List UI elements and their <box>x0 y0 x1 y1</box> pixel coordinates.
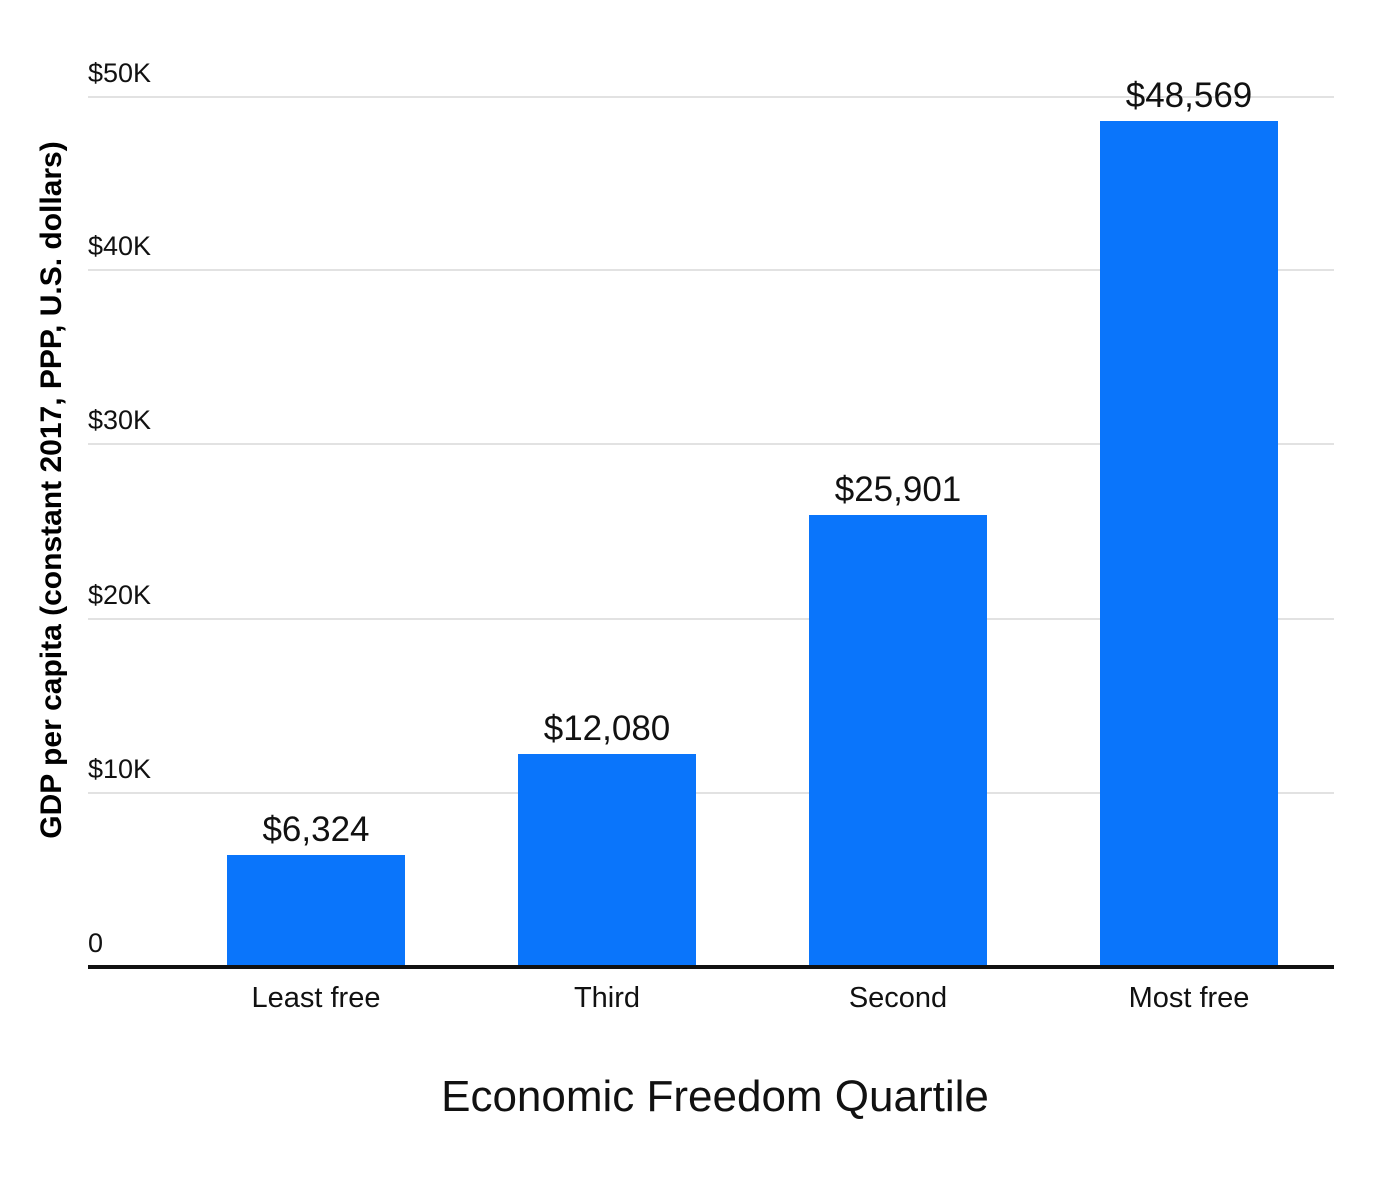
x-tick-second: Second <box>848 982 948 1014</box>
y-axis-title: GDP per capita (constant 2017, PPP, U.S.… <box>35 141 68 839</box>
gridline-50k <box>88 96 1334 98</box>
bar-third <box>518 754 696 965</box>
bar-least-free <box>227 855 405 965</box>
gridline-10k <box>88 792 1334 794</box>
gridline-40k <box>88 269 1334 271</box>
value-label-third: $12,080 <box>543 709 671 748</box>
y-tick-40k: $40K <box>88 231 152 261</box>
x-tick-most-free: Most free <box>1128 982 1250 1014</box>
value-label-second: $25,901 <box>834 470 962 509</box>
x-tick-third: Third <box>573 982 641 1014</box>
x-axis-title: Economic Freedom Quartile <box>441 1072 989 1121</box>
gridline-30k <box>88 443 1334 445</box>
y-tick-30k: $30K <box>88 405 152 435</box>
gridline-20k <box>88 618 1334 620</box>
y-tick-0: 0 <box>88 928 104 958</box>
y-tick-10k: $10K <box>88 754 152 784</box>
bar-second <box>809 515 987 965</box>
value-label-most-free: $48,569 <box>1125 76 1253 115</box>
bar-most-free <box>1100 121 1278 965</box>
value-label-least-free: $6,324 <box>262 810 370 849</box>
y-tick-50k: $50K <box>88 58 152 88</box>
x-axis-line <box>88 965 1334 969</box>
y-tick-20k: $20K <box>88 580 152 610</box>
x-tick-least-free: Least free <box>251 982 381 1014</box>
